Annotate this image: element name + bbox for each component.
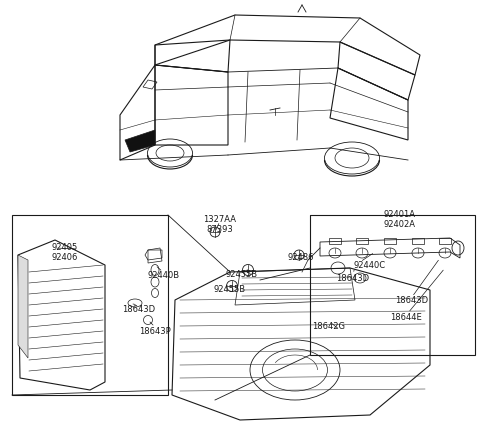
Text: 92440C: 92440C bbox=[354, 261, 386, 270]
Text: 92455B: 92455B bbox=[225, 270, 257, 279]
Text: 18644E: 18644E bbox=[390, 313, 422, 322]
Text: 18643P: 18643P bbox=[139, 327, 171, 336]
Polygon shape bbox=[125, 130, 155, 152]
Text: 92405
92406: 92405 92406 bbox=[52, 243, 78, 263]
Text: 1327AA
87393: 1327AA 87393 bbox=[204, 215, 237, 234]
Text: 18643D: 18643D bbox=[122, 305, 155, 314]
Text: 92486: 92486 bbox=[288, 253, 314, 262]
Text: 92455B: 92455B bbox=[213, 285, 245, 294]
Text: 18643D: 18643D bbox=[395, 296, 428, 305]
Text: 92440B: 92440B bbox=[148, 271, 180, 280]
Text: 18643D: 18643D bbox=[336, 274, 369, 283]
Text: 92401A
92402A: 92401A 92402A bbox=[384, 210, 416, 230]
Polygon shape bbox=[18, 255, 28, 358]
Text: 18642G: 18642G bbox=[312, 322, 345, 331]
